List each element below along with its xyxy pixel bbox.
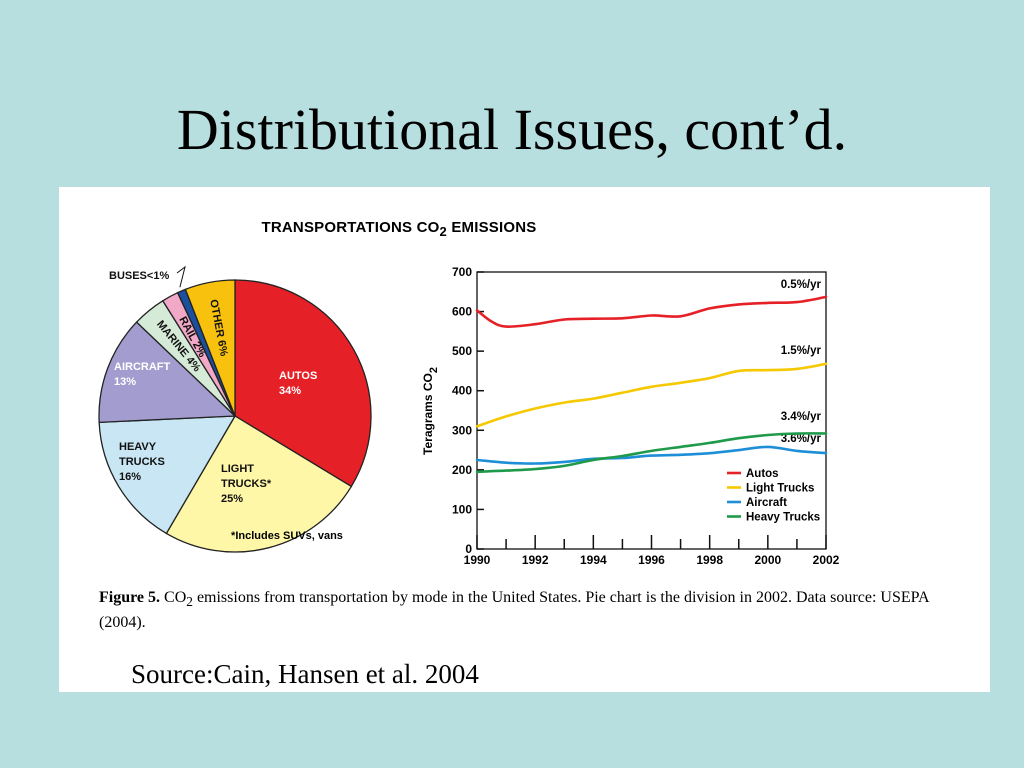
caption-co2-sub: 2	[186, 594, 193, 610]
y-tick-label-200: 200	[452, 463, 472, 477]
y-tick-label-0: 0	[465, 542, 472, 556]
series-line-autos	[475, 295, 828, 328]
series-line-aircraft	[475, 445, 828, 465]
pie-label-heavy-trucks-0: HEAVY	[119, 441, 157, 453]
series-rate-light-trucks: 1.5%/yr	[781, 345, 822, 357]
y-axis-label: Teragrams CO2	[421, 367, 440, 455]
caption-co2: CO	[164, 589, 187, 606]
x-tick-label-1992: 1992	[522, 553, 549, 567]
pie-label-buses: BUSES<1%	[109, 270, 169, 282]
y-tick-label-500: 500	[452, 344, 472, 358]
figure-caption: Figure 5. CO2 emissions from transportat…	[99, 587, 979, 633]
pie-label-heavy-trucks-1: TRUCKS	[119, 456, 165, 468]
x-tick-label-2000: 2000	[754, 553, 781, 567]
y-tick-label-600: 600	[452, 305, 472, 319]
y-tick-label-300: 300	[452, 423, 472, 437]
y-tick-label-700: 700	[452, 265, 472, 279]
series-rate-heavy-trucks: 3.4%/yr	[781, 411, 822, 423]
pie-label-autos-value: 34%	[279, 385, 301, 397]
pie-label-aircraft-value: 13%	[114, 376, 136, 388]
pie-label-light-trucks-value: 25%	[221, 493, 243, 505]
pie-label-autos-0: AUTOS	[279, 370, 317, 382]
pie-label-light-trucks-0: LIGHT	[221, 463, 254, 475]
caption-text: emissions from transportation by mode in…	[99, 589, 929, 632]
pie-slice-autos	[234, 279, 372, 488]
pie-leader-buses	[176, 265, 186, 288]
figure-panel: TRANSPORTATIONS CO2 EMISSIONS AUTOS 34% LI…	[59, 187, 990, 692]
legend-label-light-trucks: Light Trucks	[746, 483, 814, 495]
transport-emissions-figure: AUTOS 34% LIGHT TRUCKS* 25% HEAVY TRUCKS 16% AIR…	[98, 265, 840, 567]
caption-label: Figure 5.	[99, 589, 161, 606]
source-citation: Source:Cain, Hansen et al. 2004	[131, 659, 479, 689]
series-line-heavy-trucks	[475, 432, 828, 474]
pie-slice-other	[184, 279, 236, 417]
x-tick-label-1996: 1996	[638, 553, 665, 567]
x-tick-label-1990: 1990	[464, 553, 491, 567]
x-tick-label-1994: 1994	[580, 553, 607, 567]
pie-slice-light-trucks-	[165, 415, 353, 553]
pie-label-light-trucks-1: TRUCKS*	[221, 478, 272, 490]
y-tick-label-400: 400	[452, 384, 472, 398]
chart-title: TRANSPORTATIONS CO2 EMISSIONS	[261, 219, 537, 239]
pie-footnote: *Includes SUVs, vans	[231, 530, 343, 542]
y-tick-label-100: 100	[452, 502, 472, 516]
slide-title: Distributional Issues, cont’d.	[176, 97, 848, 162]
legend-label-aircraft: Aircraft	[746, 497, 787, 509]
x-tick-label-2002: 2002	[813, 553, 840, 567]
pie-label-aircraft-0: AIRCRAFT	[114, 361, 170, 373]
series-rate-aircraft: 3.6%/yr	[781, 433, 822, 445]
x-tick-label-1998: 1998	[696, 553, 723, 567]
series-rate-autos: 0.5%/yr	[781, 279, 822, 291]
legend-label-autos: Autos	[746, 468, 779, 480]
pie-slice-aircraft	[98, 321, 237, 424]
series-line-light-trucks	[475, 362, 828, 428]
legend-label-heavy-trucks: Heavy Trucks	[746, 512, 820, 524]
pie-slice-heavy-trucks	[98, 415, 237, 535]
pie-label-heavy-trucks-value: 16%	[119, 471, 141, 483]
